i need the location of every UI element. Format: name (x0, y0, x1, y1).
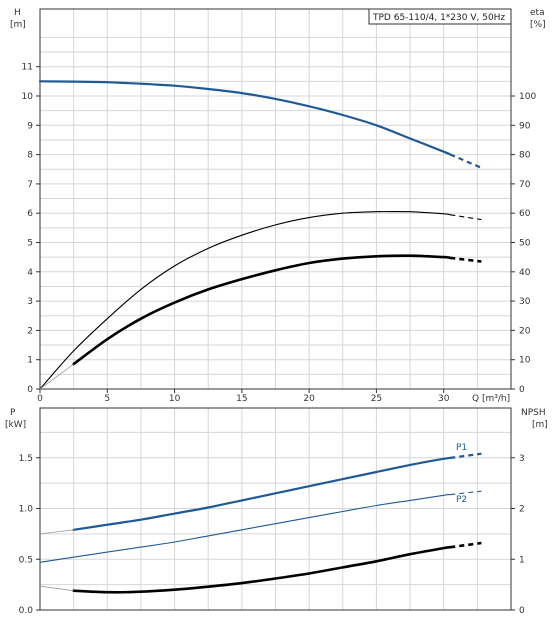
top-grid (39, 9, 512, 390)
q-axis-ticks: 0 5 10 15 20 25 30 (37, 389, 450, 404)
top-series (38, 80, 482, 390)
h-tick-label: 7 (27, 180, 33, 190)
q-tick-label: 25 (371, 394, 382, 404)
eta-tick-label: 50 (519, 239, 531, 249)
bottom-series-1-dashed (450, 490, 482, 496)
eta-tick-label: 70 (519, 180, 531, 190)
top-series-1-solid (39, 210, 451, 390)
p2-series-label: P2 (456, 495, 467, 505)
bottom-series-1-solid (39, 494, 451, 563)
h-tick-label: 11 (22, 63, 33, 73)
h-tick-label: 1 (27, 356, 33, 366)
bottom-series-0-dashed (450, 452, 482, 459)
p-axis-ticks: 0.0 0.5 1.0 1.5 (19, 454, 40, 616)
h-axis-title: H (14, 8, 21, 18)
p-tick-label: 0.5 (19, 555, 33, 565)
h-tick-label: 5 (27, 239, 33, 249)
q-tick-label: 5 (104, 394, 110, 404)
chart-title-box: TPD 65-110/4, 1*230 V, 50Hz (368, 8, 512, 25)
npsh-tick-label: 1 (519, 555, 525, 565)
q-tick-label: 0 (37, 394, 43, 404)
bottom-series-0-extension (39, 529, 74, 535)
eta-tick-label: 30 (519, 297, 531, 307)
eta-axis-title: eta (530, 8, 545, 18)
top-plot-frame (39, 8, 512, 390)
q-tick-label: 20 (303, 394, 315, 404)
eta-tick-label: 0 (519, 385, 525, 395)
eta-tick-label: 20 (519, 326, 531, 336)
h-tick-label: 10 (22, 92, 34, 102)
npsh-tick-label: 3 (519, 454, 525, 464)
top-series-2-solid (72, 254, 452, 366)
npsh-axis-ticks: 0 1 2 3 (511, 454, 525, 616)
bottom-series-2-solid (72, 545, 452, 594)
h-axis-ticks: 0 1 2 3 4 5 6 7 8 9 10 11 (22, 63, 40, 395)
h-tick-label: 3 (27, 297, 33, 307)
top-series-2-extension (39, 363, 74, 390)
h-axis-unit: [m] (10, 20, 26, 30)
eta-axis-unit: [%] (530, 20, 546, 30)
eta-tick-label: 80 (519, 151, 531, 161)
bottom-series (39, 452, 482, 594)
npsh-tick-label: 0 (519, 606, 525, 616)
h-tick-label: 2 (27, 326, 33, 336)
bottom-series-2-dashed (450, 541, 482, 549)
top-series-1-dashed (450, 214, 482, 221)
h-tick-label: 0 (27, 385, 33, 395)
p1-series-label: P1 (456, 443, 467, 453)
p-tick-label: 1.5 (19, 454, 33, 464)
top-series-0-solid (38, 80, 452, 156)
eta-tick-label: 90 (519, 121, 531, 131)
bottom-series-2-extension (39, 585, 74, 592)
p-tick-label: 1.0 (19, 505, 34, 515)
npsh-axis-title: NPSH (521, 408, 546, 418)
q-tick-label: 30 (438, 394, 450, 404)
bottom-series-0-solid (72, 456, 452, 531)
npsh-tick-label: 2 (519, 505, 525, 515)
eta-tick-label: 10 (519, 356, 531, 366)
h-tick-label: 8 (27, 151, 33, 161)
bottom-grid (39, 408, 512, 611)
q-tick-label: 10 (169, 394, 181, 404)
top-series-2-dashed (450, 256, 482, 263)
h-tick-label: 6 (27, 209, 33, 219)
eta-tick-label: 60 (519, 209, 531, 219)
eta-tick-label: 40 (519, 268, 531, 278)
p-tick-label: 0.0 (19, 606, 34, 616)
npsh-axis-unit: [m] (532, 420, 548, 430)
h-tick-label: 4 (27, 268, 33, 278)
p-axis-title: P (10, 408, 16, 418)
q-tick-label: 15 (236, 394, 247, 404)
eta-tick-label: 100 (519, 92, 536, 102)
p-axis-unit: [kW] (5, 420, 26, 430)
q-axis-title: Q [m³/h] (472, 394, 510, 404)
chart-title: TPD 65-110/4, 1*230 V, 50Hz (372, 13, 505, 23)
eta-axis-ticks: 0 10 20 30 40 50 60 70 80 90 100 (511, 92, 536, 395)
h-tick-label: 9 (27, 121, 33, 131)
top-series-0-dashed (449, 153, 482, 169)
